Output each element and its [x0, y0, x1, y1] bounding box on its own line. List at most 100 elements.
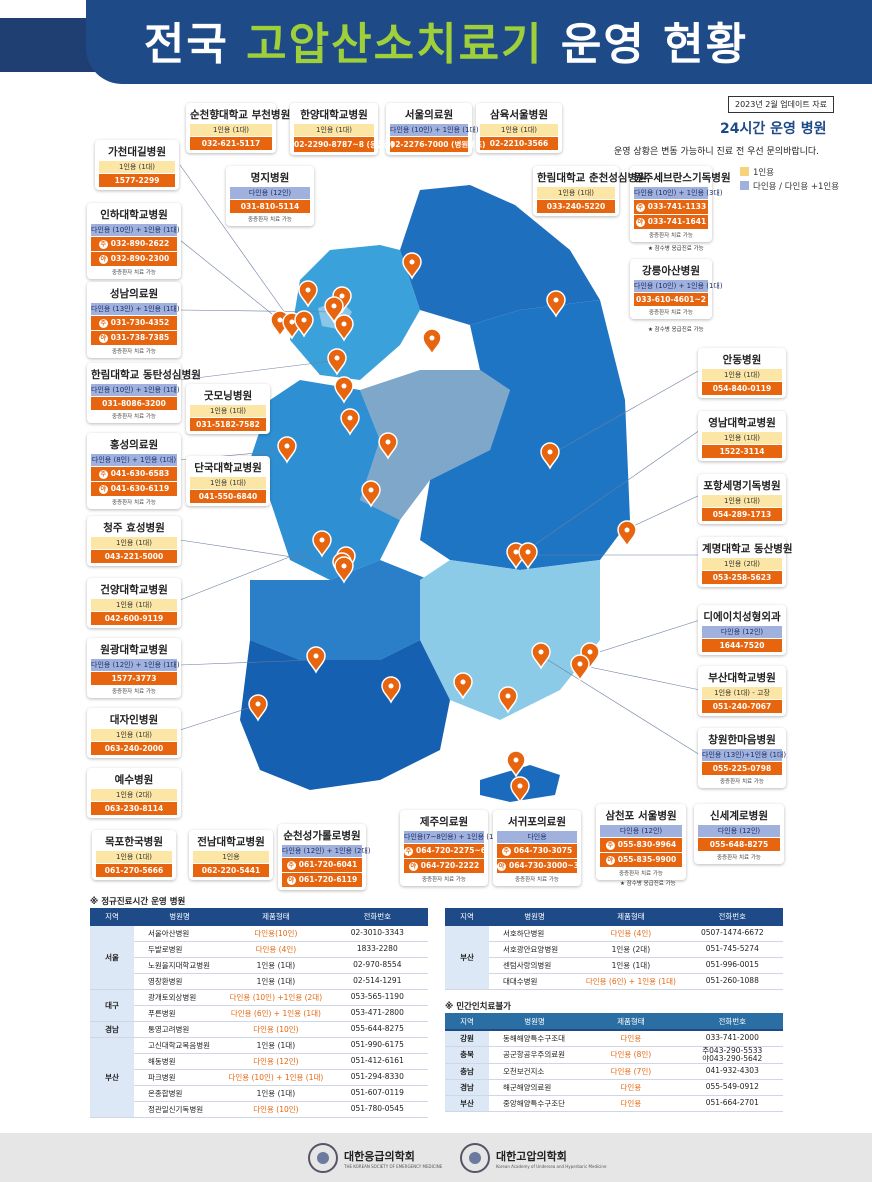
hospital-pin-icon[interactable] — [334, 314, 354, 342]
hospital-cell: 대대수병원 — [488, 973, 581, 990]
hospital-pin-icon[interactable] — [518, 542, 538, 570]
hospital-pin-icon[interactable] — [306, 646, 326, 674]
phone-number[interactable]: 주 064-730-3075 — [497, 844, 577, 858]
day-night-icon: 주 — [286, 861, 296, 870]
phone-number[interactable]: 043-221-5000 — [91, 550, 177, 563]
hospital-pin-icon[interactable] — [402, 252, 422, 280]
equipment-type: 1인용 (1대) — [91, 599, 177, 611]
pin-dot — [577, 661, 583, 667]
phone-number[interactable]: 야 032-890-2300 — [91, 252, 177, 266]
phone-number[interactable]: 041-550-6840 — [190, 490, 266, 503]
phone-number[interactable]: 063-240-2000 — [91, 742, 177, 755]
phone-number[interactable]: 주 064-720-2275~6 — [404, 844, 486, 858]
phone-number[interactable]: 033-240-5220 — [537, 200, 615, 213]
phone-number[interactable]: 031-8086-3200 — [91, 397, 177, 410]
hospital-pin-icon[interactable] — [506, 750, 526, 778]
phone-number[interactable]: 062-220-5441 — [193, 864, 269, 877]
hospital-card: 명지병원 다인용 (12인) 031-810-5114 중증환자 치료 가능 — [226, 166, 314, 226]
hospital-name: 건양대학교병원 — [100, 584, 168, 596]
day-night-icon: 야 — [98, 485, 108, 494]
hospital-pin-icon[interactable] — [422, 328, 442, 356]
hospital-pin-icon[interactable] — [334, 376, 354, 404]
hospital-pin-icon[interactable] — [381, 676, 401, 704]
type-cell: 다인용 (6인) + 1인용 (1대) — [225, 1005, 327, 1022]
hospital-pin-icon[interactable] — [378, 432, 398, 460]
hospital-name: 서귀포의료원 — [508, 816, 566, 828]
table-header-row: 지역 병원명 제품형태 전화번호 — [90, 908, 428, 926]
phone-number[interactable]: 031-5182-7582 — [190, 418, 266, 431]
hospital-pin-icon[interactable] — [546, 290, 566, 318]
phone-cell: 051-990-6175 — [326, 1037, 428, 1054]
pin-dot — [289, 319, 295, 325]
phone-number[interactable]: 야 061-720-6119 — [282, 873, 362, 887]
region-gyeonggi — [290, 245, 420, 380]
hospital-pin-icon[interactable] — [277, 436, 297, 464]
hospital-pin-icon[interactable] — [617, 520, 637, 548]
phone-number[interactable]: 063-230-8114 — [91, 802, 177, 815]
phone-number[interactable]: 054-289-1713 — [702, 508, 782, 521]
hospital-name: 원광대학교병원 — [100, 644, 168, 656]
card-note: 중증환자 치료 가능 — [248, 217, 292, 223]
phone-number[interactable]: 054-840-0119 — [702, 382, 782, 395]
phone-number[interactable]: 1577-3773 — [91, 672, 177, 685]
hospital-pin-icon[interactable] — [327, 348, 347, 376]
phone-number[interactable]: 042-600-9119 — [91, 612, 177, 625]
phone-number[interactable]: 야 033-741-1641 — [634, 215, 708, 229]
phone-number[interactable]: 055-648-8275 — [698, 838, 780, 851]
phone-number[interactable]: 주 033-741-1133 — [634, 200, 708, 214]
hospital-pin-icon[interactable] — [294, 310, 314, 338]
phone-number[interactable]: 031-810-5114 — [230, 200, 310, 213]
phone-number[interactable]: 1577-2299 — [99, 174, 175, 187]
phone-number[interactable]: 051-240-7067 — [702, 700, 782, 713]
hospital-card: 삼육서울병원 1인용 (1대) 02-2210-3566 — [476, 103, 562, 153]
hospital-card: 가천대길병원 1인용 (1대) 1577-2299 — [95, 140, 179, 190]
phone-number[interactable]: 053-258-5623 — [702, 571, 782, 584]
hospital-pin-icon[interactable] — [570, 654, 590, 682]
hospital-name: 한림대학교 동탄성심병원 — [91, 369, 201, 381]
hospital-pin-icon[interactable] — [361, 480, 381, 508]
hospital-pin-icon[interactable] — [312, 530, 332, 558]
hospital-pin-icon[interactable] — [340, 408, 360, 436]
hospital-pin-icon[interactable] — [324, 296, 344, 324]
phone-number[interactable]: 주 061-720-6041 — [282, 858, 362, 872]
phone-number[interactable]: 02-2276-7000 (병원대표) — [390, 137, 485, 152]
phone-number[interactable]: 주 032-890-2622 — [91, 237, 177, 251]
phone-number[interactable]: 야 055-835-9900 — [600, 853, 682, 867]
hospital-pin-icon[interactable] — [498, 686, 518, 714]
card-note: 중증환자 치료 가능 — [649, 310, 693, 316]
hospital-card: 한림대학교 춘천성심병원 1인용 (1대) 033-240-5220 — [533, 166, 647, 216]
hospital-pin-icon[interactable] — [248, 694, 268, 722]
phone-number[interactable]: 1522-3114 — [702, 445, 782, 458]
hospital-pin-icon[interactable] — [334, 556, 354, 584]
phone-number[interactable]: 야 041-630-6119 — [91, 482, 177, 496]
pin-dot — [255, 701, 261, 707]
day-night-icon: 야 — [635, 218, 645, 227]
phone-cell: 051-294-8330 — [326, 1069, 428, 1086]
phone-number[interactable]: 주 041-630-6583 — [91, 467, 177, 481]
table-row: 푸른병원 다인용 (6인) + 1인용 (1대) 053-471-2800 — [90, 1005, 428, 1022]
phone-number[interactable]: 야 064-720-2222 — [404, 859, 484, 873]
hospital-pin-icon[interactable] — [298, 280, 318, 308]
phone-number[interactable]: 032-621-5117 — [190, 137, 272, 150]
phone-number[interactable]: 033-610-4601~2 — [634, 293, 708, 306]
page-header: 전국 고압산소치료기 운영 현황 — [0, 0, 872, 88]
phone-number[interactable]: 주 031-730-4352 — [91, 316, 177, 330]
hospital-pin-icon[interactable] — [453, 672, 473, 700]
hospital-card: 굿모닝병원 1인용 (1대) 031-5182-7582 — [186, 384, 270, 434]
phone-number[interactable]: 02-2290-8787~8 (응급실) — [294, 137, 394, 152]
phone-number[interactable]: 1644-7520 — [702, 639, 782, 652]
phone-number[interactable]: 야 064-730-3000~3 — [497, 859, 579, 873]
phone-number[interactable]: 야 031-738-7385 — [91, 331, 177, 345]
hospital-card: 건양대학교병원 1인용 (1대) 042-600-9119 — [87, 578, 181, 628]
phone-number[interactable]: 061-270-5666 — [96, 864, 172, 877]
phone-number[interactable]: 주 055-830-9964 — [600, 838, 682, 852]
equipment-type: 다인용 (10인) + 1인용 (3대) — [634, 187, 723, 199]
hospital-pin-icon[interactable] — [540, 442, 560, 470]
hospital-pin-icon[interactable] — [510, 776, 530, 804]
hospital-pin-icon[interactable] — [531, 642, 551, 670]
equipment-type: 다인용 (12인) — [702, 626, 782, 638]
phone-number[interactable]: 02-2210-3566 — [480, 137, 558, 150]
equipment-type: 다인용 — [497, 831, 577, 843]
hospital-name: 예수병원 — [114, 774, 154, 786]
phone-number[interactable]: 055-225-0798 — [702, 762, 782, 775]
